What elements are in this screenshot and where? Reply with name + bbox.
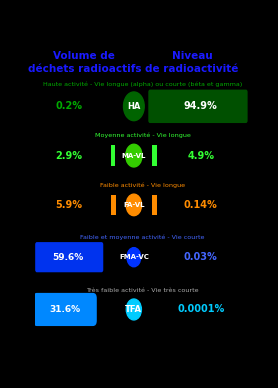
- FancyBboxPatch shape: [111, 146, 115, 166]
- FancyBboxPatch shape: [35, 242, 103, 272]
- Text: TFA: TFA: [125, 305, 142, 314]
- Circle shape: [126, 144, 142, 167]
- FancyBboxPatch shape: [148, 90, 248, 123]
- Text: 0.2%: 0.2%: [56, 101, 83, 111]
- FancyBboxPatch shape: [111, 195, 116, 215]
- FancyBboxPatch shape: [33, 293, 97, 326]
- Text: Très faible activité - Vie très courte: Très faible activité - Vie très courte: [86, 288, 199, 293]
- FancyBboxPatch shape: [152, 195, 157, 215]
- Text: Moyenne activité - Vie longue: Moyenne activité - Vie longue: [95, 132, 190, 138]
- Circle shape: [123, 92, 144, 121]
- Text: 0.0001%: 0.0001%: [177, 305, 224, 314]
- Text: 0.03%: 0.03%: [184, 252, 217, 262]
- Text: MA-VL: MA-VL: [122, 152, 146, 159]
- Text: 94.9%: 94.9%: [184, 101, 217, 111]
- Text: FA-VL: FA-VL: [123, 202, 145, 208]
- Circle shape: [127, 248, 141, 267]
- Text: Haute activité - Vie longue (alpha) ou courte (béta et gamma): Haute activité - Vie longue (alpha) ou c…: [43, 81, 242, 87]
- Text: 4.9%: 4.9%: [187, 151, 214, 161]
- Text: 2.9%: 2.9%: [56, 151, 83, 161]
- FancyBboxPatch shape: [152, 146, 157, 166]
- Text: FMA-VC: FMA-VC: [119, 254, 149, 260]
- Text: 59.6%: 59.6%: [53, 253, 84, 262]
- Circle shape: [126, 299, 142, 320]
- Text: Faible et moyenne activité - Vie courte: Faible et moyenne activité - Vie courte: [80, 234, 205, 240]
- Text: 0.14%: 0.14%: [184, 200, 217, 210]
- Text: 31.6%: 31.6%: [49, 305, 80, 314]
- Text: Faible activité - Vie longue: Faible activité - Vie longue: [100, 182, 185, 187]
- Text: Volume de
déchets radioactifs: Volume de déchets radioactifs: [28, 51, 141, 74]
- Text: HA: HA: [127, 102, 141, 111]
- Text: Niveau
de radioactivité: Niveau de radioactivité: [145, 51, 239, 74]
- Circle shape: [126, 194, 142, 216]
- Text: 5.9%: 5.9%: [56, 200, 83, 210]
